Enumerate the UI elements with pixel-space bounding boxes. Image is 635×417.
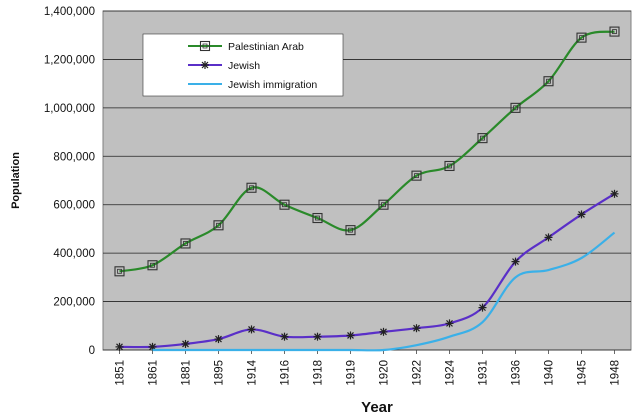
legend-label-palestinian-arab: Palestinian Arab — [228, 41, 304, 53]
legend-marker-palestinian-arab — [199, 40, 211, 52]
y-tick-label: 600,000 — [53, 200, 95, 212]
x-tick-label: 1922 — [412, 360, 424, 386]
data-point-palestinian-arab — [279, 199, 290, 210]
legend-box — [142, 33, 344, 97]
y-tick-label: 400,000 — [53, 248, 95, 260]
legend-label-jewish: Jewish — [228, 60, 260, 72]
x-tick-label: 1895 — [214, 360, 226, 386]
data-point-palestinian-arab — [576, 32, 587, 43]
data-point-jewish — [115, 342, 124, 351]
y-tick-label: 200,000 — [53, 297, 95, 309]
legend-label-jewish-immigration: Jewish immigration — [228, 79, 317, 91]
data-point-palestinian-arab — [411, 170, 422, 181]
x-tick-label: 1881 — [181, 360, 193, 386]
data-point-palestinian-arab — [444, 160, 455, 172]
data-point-jewish — [214, 335, 223, 344]
x-tick-label: 1945 — [577, 360, 589, 386]
data-point-jewish — [511, 257, 520, 266]
data-point-palestinian-arab — [345, 225, 356, 236]
data-point-palestinian-arab — [180, 238, 191, 249]
data-point-jewish — [610, 189, 619, 198]
data-point-palestinian-arab — [510, 102, 521, 113]
data-point-palestinian-arab — [147, 260, 158, 271]
legend: Palestinian Arab Jewish Jewish immigration — [142, 33, 344, 97]
x-axis-title: Year — [361, 399, 393, 416]
data-point-palestinian-arab — [246, 182, 257, 193]
y-tick-label: 1,400,000 — [44, 6, 95, 18]
y-tick-label: 1,000,000 — [44, 103, 95, 115]
x-axis-ticks: 1851 1861 1881 1895 1914 1916 1918 1919 1920 1922… — [115, 350, 622, 386]
x-tick-label: 1918 — [313, 360, 325, 386]
y-axis-title: Population — [10, 152, 22, 209]
x-tick-label: 1919 — [346, 360, 358, 386]
data-point-jewish — [379, 327, 388, 336]
data-point-palestinian-arab — [114, 266, 125, 277]
y-tick-label: 0 — [89, 345, 95, 357]
data-point-jewish — [181, 339, 190, 348]
x-tick-label: 1924 — [445, 359, 457, 385]
legend-marker-jewish — [201, 61, 209, 69]
x-tick-label: 1936 — [511, 360, 523, 386]
data-point-palestinian-arab — [213, 220, 224, 231]
x-tick-label: 1920 — [379, 360, 391, 386]
x-tick-label: 1861 — [148, 360, 160, 386]
data-point-jewish — [445, 319, 454, 328]
data-point-palestinian-arab — [609, 26, 620, 37]
x-tick-label: 1931 — [478, 360, 490, 386]
data-point-jewish — [478, 303, 487, 312]
x-tick-label: 1948 — [610, 360, 622, 386]
data-point-jewish — [280, 332, 289, 341]
y-axis-ticks: 0 200,000 400,000 600,000 800,000 1,000,000 1,… — [44, 6, 95, 357]
y-tick-label: 800,000 — [53, 151, 95, 163]
data-point-jewish — [247, 325, 256, 334]
x-tick-label: 1851 — [115, 360, 127, 386]
series-line-jewish — [119, 192, 616, 349]
data-point-palestinian-arab — [378, 199, 389, 210]
data-point-palestinian-arab — [312, 212, 323, 224]
x-tick-label: 1914 — [247, 359, 259, 385]
data-point-jewish — [346, 331, 355, 340]
series-line-jewish-immigration — [152, 231, 616, 352]
data-point-jewish — [577, 210, 586, 219]
data-point-palestinian-arab — [543, 76, 554, 87]
x-tick-label: 1916 — [280, 360, 292, 386]
data-point-palestinian-arab — [477, 133, 488, 144]
x-tick-label: 1940 — [544, 360, 556, 386]
series-lines — [114, 26, 620, 352]
y-tick-label: 1,200,000 — [44, 54, 95, 66]
series-line-palestinian-arab — [119, 30, 615, 273]
data-point-jewish — [412, 324, 421, 333]
data-point-jewish — [544, 233, 553, 242]
data-point-jewish — [313, 332, 322, 341]
